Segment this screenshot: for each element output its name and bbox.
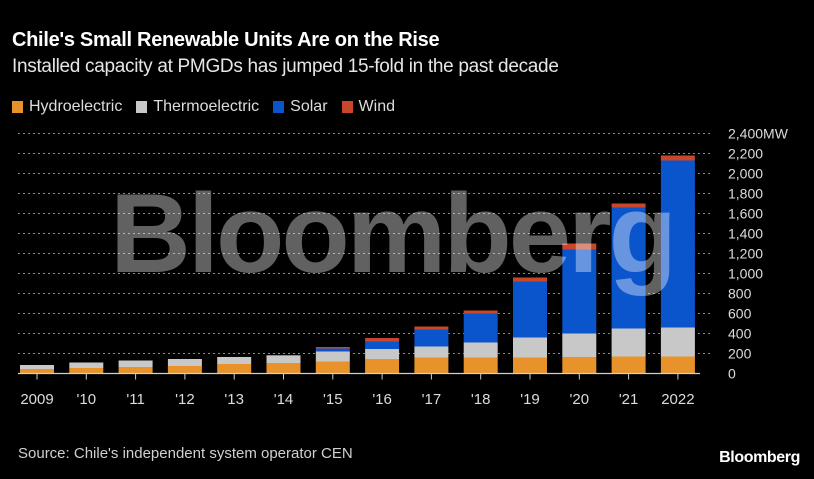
legend-item-solar: Solar (273, 98, 328, 116)
bar-thermoelectric-17 (414, 346, 449, 358)
x-axis: 2009 '10 '11 '12 '13 '14 '15 '16 '17 '18 '19 '20 '21… (18, 372, 700, 408)
bar-hydroelectric-15 (315, 361, 350, 374)
bar-hydroelectric-13 (217, 364, 252, 374)
bar-thermoelectric-19 (513, 337, 547, 358)
bar-wind-19 (513, 277, 547, 282)
x-tick-label: '14 (274, 391, 294, 408)
x-tick-label: '20 (570, 391, 590, 408)
legend-label-thermoelectric: Thermoelectric (153, 98, 260, 115)
bar-solar-2022 (660, 160, 695, 328)
chart-title: Chile's Small Renewable Units Are on the… (12, 29, 440, 51)
x-tick-label: '18 (471, 391, 491, 408)
y-tick-label: 2,000 (728, 166, 763, 182)
bar-hydroelectric-21 (611, 356, 646, 374)
x-tick-label: '19 (520, 391, 540, 408)
y-tick-label: 2,400MW (728, 126, 789, 142)
bar-solar-16 (365, 341, 400, 349)
bar-solar-19 (513, 281, 547, 338)
legend-label-hydroelectric: Hydroelectric (29, 98, 123, 115)
x-tick-label: '16 (372, 391, 392, 408)
bar-hydroelectric-2009 (20, 369, 54, 374)
bar-wind-21 (611, 203, 646, 208)
bar-hydroelectric-12 (167, 366, 202, 374)
bar-hydroelectric-20 (562, 357, 597, 374)
bar-thermoelectric-16 (365, 349, 400, 359)
x-tick-label: '13 (224, 391, 244, 408)
bar-wind-15 (315, 347, 350, 349)
bar-solar-15 (315, 348, 350, 352)
y-tick-label: 800 (728, 286, 752, 302)
bar-thermoelectric-12 (167, 359, 202, 366)
y-tick-label: 0 (728, 366, 736, 382)
x-tick-label: '12 (175, 391, 195, 408)
bar-wind-2022 (660, 155, 695, 161)
bar-thermoelectric-13 (217, 357, 252, 364)
bar-solar-18 (463, 313, 498, 343)
gridlines (18, 133, 712, 354)
x-tick-label: 2022 (661, 391, 694, 408)
legend-item-hydroelectric: Hydroelectric (12, 98, 122, 116)
legend-label-wind: Wind (358, 98, 395, 115)
bar-wind-18 (463, 310, 498, 314)
bar-solar-14 (266, 355, 301, 356)
legend: Hydroelectric Thermoelectric Solar Wind (12, 98, 395, 116)
legend-swatch-thermoelectric (136, 101, 148, 113)
bar-thermoelectric-14 (266, 355, 301, 363)
bar-thermoelectric-10 (69, 362, 104, 368)
bar-hydroelectric-2022 (660, 356, 695, 374)
y-tick-label: 200 (728, 346, 752, 362)
bar-hydroelectric-17 (414, 357, 449, 374)
legend-swatch-solar (273, 101, 285, 113)
bar-solar-17 (414, 329, 449, 347)
chart-subtitle: Installed capacity at PMGDs has jumped 1… (12, 56, 559, 77)
x-tick-label: '17 (422, 391, 442, 408)
x-tick-label: 2009 (20, 391, 53, 408)
bar-solar-21 (611, 207, 646, 329)
bar-hydroelectric-14 (266, 363, 301, 374)
bar-thermoelectric-18 (463, 342, 498, 358)
y-tick-label: 1,400 (728, 226, 763, 242)
bar-thermoelectric-15 (315, 351, 350, 362)
y-tick-label: 1,000 (728, 266, 763, 282)
legend-item-wind: Wind (341, 98, 395, 116)
bar-thermoelectric-11 (118, 360, 153, 367)
legend-swatch-wind (341, 101, 353, 113)
bloomberg-watermark: Bloomberg (110, 171, 674, 296)
source-note: Source: Chile's independent system opera… (18, 445, 353, 462)
bar-thermoelectric-21 (611, 328, 646, 357)
watermark-layer: Bloomberg (110, 171, 677, 296)
bar-thermoelectric-20 (562, 333, 597, 357)
bar-thermoelectric-2009 (20, 365, 54, 369)
bar-hydroelectric-18 (463, 357, 498, 374)
x-tick-label: '10 (77, 391, 97, 408)
y-tick-label: 2,200 (728, 146, 763, 162)
bar-hydroelectric-10 (69, 368, 104, 374)
x-tick-label: '21 (619, 391, 639, 408)
y-tick-label: 1,200 (728, 246, 763, 262)
bar-thermoelectric-2022 (660, 327, 695, 357)
y-tick-label: 1,800 (728, 186, 763, 202)
bar-wind-17 (414, 326, 449, 330)
y-tick-label: 400 (728, 326, 752, 342)
bar-hydroelectric-19 (513, 357, 547, 374)
legend-item-thermoelectric: Thermoelectric (136, 98, 259, 116)
y-axis: 0 200 400 600 800 1,000 1,200 1,400 1,600 1,800 2,… (728, 126, 789, 382)
y-tick-label: 600 (728, 306, 752, 322)
bar-wind-20 (562, 243, 597, 250)
legend-label-solar: Solar (290, 98, 328, 115)
bar-wind-16 (365, 338, 400, 342)
legend-swatch-hydroelectric (12, 101, 23, 113)
bloomberg-logo: Bloomberg (719, 449, 800, 466)
x-tick-label: '15 (323, 391, 343, 408)
bar-hydroelectric-16 (365, 359, 400, 374)
bar-hydroelectric-11 (118, 367, 153, 374)
bar-solar-20 (562, 249, 597, 334)
y-tick-label: 1,600 (728, 206, 763, 222)
x-tick-label: '11 (126, 391, 144, 408)
bars (20, 155, 695, 374)
